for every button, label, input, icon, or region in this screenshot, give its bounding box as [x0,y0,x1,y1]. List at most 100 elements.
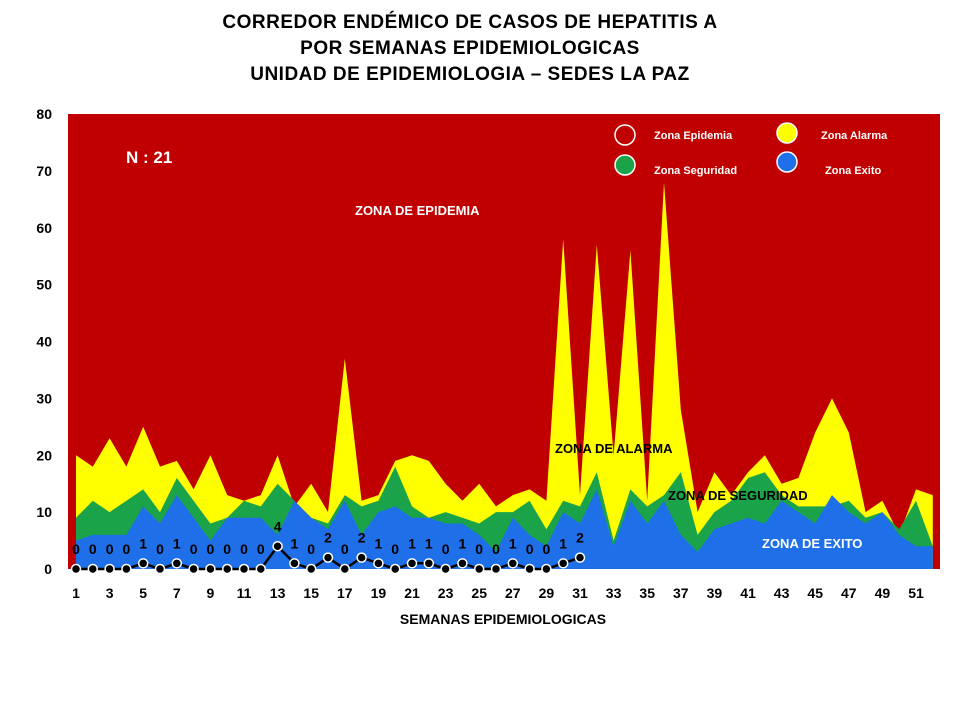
observed-point [70,563,82,575]
observed-value-label: 0 [475,541,483,557]
x-tick-label: 21 [404,585,420,601]
observed-point [171,558,183,569]
legend-alarma-marker [776,122,798,144]
observed-value-label: 1 [291,535,299,551]
observed-value-label: 0 [106,541,114,557]
x-tick-label: 11 [237,585,252,601]
observed-point [507,558,519,569]
observed-point [490,563,502,575]
y-tick-label: 50 [36,277,52,293]
x-tick-label: 9 [207,585,215,601]
observed-value-label: 0 [341,541,349,557]
x-tick-label: 19 [371,585,387,601]
observed-point [406,558,418,569]
observed-value-label: 1 [173,535,181,551]
observed-point [423,558,435,569]
x-tick-label: 47 [841,585,857,601]
y-tick-label: 70 [36,163,52,179]
title-line-2: POR SEMANAS EPIDEMIOLOGICAS [300,38,640,59]
x-tick-label: 5 [139,585,147,601]
observed-value-label: 1 [139,535,147,551]
observed-point [154,563,166,575]
observed-value-label: 0 [223,541,231,557]
observed-point [373,558,384,569]
observed-value-label: 0 [156,541,164,557]
observed-value-label: 1 [425,535,433,551]
observed-point [255,563,267,575]
y-tick-label: 80 [36,106,52,122]
y-tick-label: 10 [36,504,52,520]
observed-point [557,558,569,569]
n-label: N : 21 [126,148,172,167]
x-tick-label: 33 [606,585,622,601]
x-tick-label: 27 [505,585,521,601]
observed-value-label: 2 [358,530,366,546]
observed-point [238,563,250,575]
observed-value-label: 1 [408,535,416,551]
observed-point [272,541,283,552]
y-tick-label: 30 [36,390,52,406]
x-tick-label: 13 [270,585,286,601]
observed-value-label: 0 [240,541,248,557]
legend-epidemia-marker [614,124,636,146]
x-tick-label: 41 [740,585,756,601]
observed-point [524,563,535,575]
observed-point [188,563,199,575]
x-tick-label: 17 [337,585,353,601]
observed-value-label: 1 [459,535,467,551]
observed-value-label: 0 [307,541,315,557]
observed-value-label: 1 [375,535,383,551]
observed-value-label: 0 [257,541,265,557]
observed-value-label: 0 [526,541,534,557]
observed-value-label: 0 [391,541,399,557]
x-axis-label: SEMANAS EPIDEMIOLOGICAS [400,611,606,627]
x-tick-label: 49 [875,585,891,601]
observed-point [574,552,586,563]
observed-point [339,563,351,575]
observed-point [457,558,468,569]
observed-point [356,552,367,563]
observed-value-label: 2 [576,530,584,546]
observed-value-label: 0 [207,541,215,557]
x-tick-label: 45 [807,585,823,601]
legend-seguridad-marker [614,154,636,176]
x-tick-label: 35 [639,585,655,601]
observed-point [87,563,99,575]
y-tick-label: 0 [44,561,52,577]
observed-value-label: 1 [509,535,517,551]
observed-point [104,563,115,575]
x-tick-label: 1 [72,585,80,601]
observed-point [221,563,233,575]
legend-exito-marker [776,151,798,173]
y-tick-label: 40 [36,334,52,350]
legend-seguridad-label: Zona Seguridad [654,165,737,177]
observed-value-label: 0 [190,541,198,557]
observed-value-label: 0 [543,541,551,557]
observed-point [137,558,149,569]
observed-value-label: 4 [274,518,282,534]
observed-value-label: 0 [492,541,500,557]
x-tick-label: 37 [673,585,689,601]
observed-point [322,552,334,563]
x-tick-label: 31 [572,585,588,601]
x-tick-label: 15 [303,585,319,601]
x-tick-label: 23 [438,585,454,601]
observed-point [440,563,451,575]
observed-point [205,563,216,575]
zona-alarma-label: ZONA DE ALARMA [555,441,673,456]
zona-seguridad-label: ZONA DE SEGURIDAD [668,488,808,503]
x-tick-label: 51 [908,585,924,601]
zona-exito-area [76,489,933,569]
observed-point [389,563,401,575]
legend-epidemia-label: Zona Epidemia [654,130,733,142]
y-tick-label: 60 [36,220,52,236]
observed-value-label: 0 [72,541,80,557]
observed-point [473,563,485,575]
x-tick-label: 43 [774,585,790,601]
legend-alarma-label: Zona Alarma [821,130,888,142]
observed-point [541,563,552,575]
title-line-1: CORREDOR ENDÉMICO DE CASOS DE HEPATITIS … [222,12,718,33]
x-tick-label: 29 [539,585,555,601]
observed-point [289,558,300,569]
legend-exito-label: Zona Exito [825,165,882,177]
